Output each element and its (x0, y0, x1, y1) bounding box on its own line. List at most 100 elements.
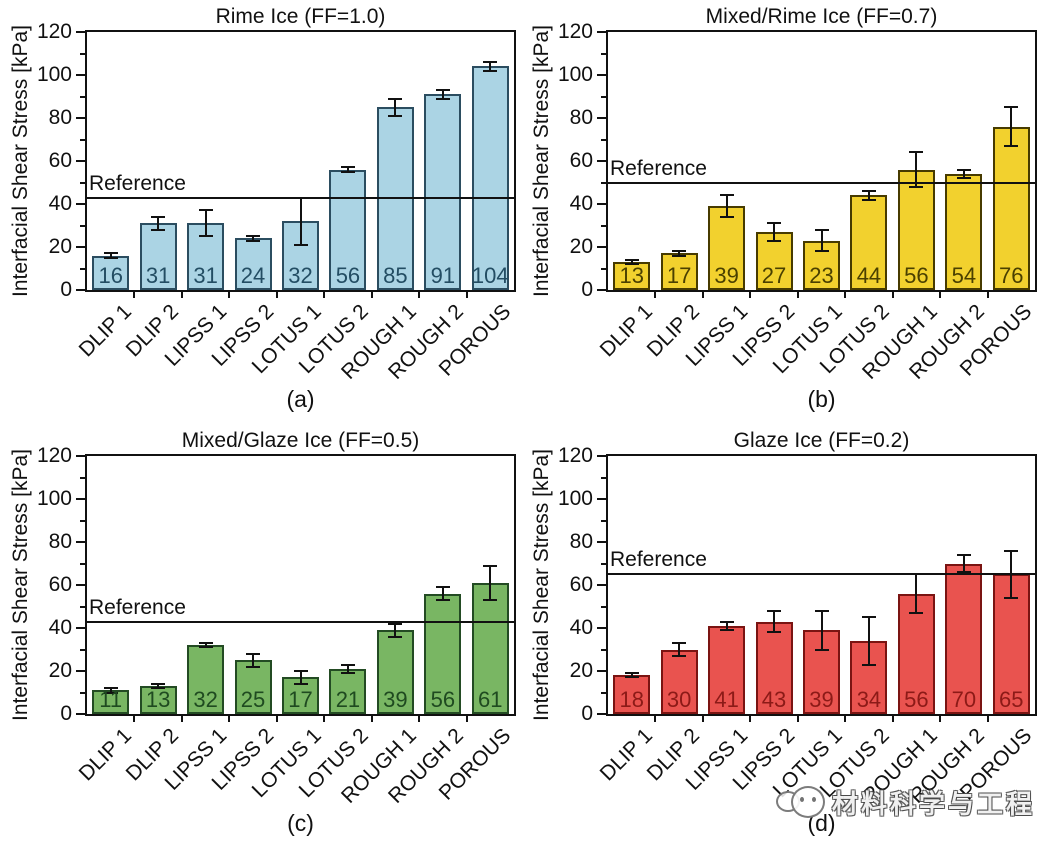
error-bar-cap (1004, 106, 1019, 109)
error-bar (630, 673, 633, 678)
y-major-tick (76, 584, 85, 586)
y-minor-tick (80, 691, 85, 694)
y-tick-label: 20 (569, 659, 593, 682)
y-minor-tick (601, 691, 606, 694)
bar (945, 173, 983, 290)
error-bar-cap (340, 166, 355, 169)
y-tick-label: 0 (581, 278, 593, 301)
error-bar (630, 259, 633, 265)
x-tick (701, 292, 704, 298)
bar-value-label: 34 (856, 687, 882, 712)
error-bar-cap (293, 196, 308, 199)
y-major-tick (76, 31, 85, 33)
bar-value-label: 91 (430, 263, 456, 288)
x-category-label: DLIP 1 (74, 300, 136, 362)
error-bar (204, 643, 207, 648)
error-bar (489, 62, 492, 71)
y-tick-label: 100 (36, 63, 72, 86)
error-bar-cap (151, 228, 166, 231)
x-tick (749, 716, 752, 722)
y-major-tick (597, 160, 606, 162)
reference-label: Reference (610, 156, 707, 180)
y-minor-tick (80, 519, 85, 522)
y-tick-label: 80 (48, 106, 72, 129)
x-tick (275, 716, 278, 722)
y-tick-label: 120 (36, 444, 72, 467)
x-tick (370, 292, 373, 298)
error-bar-cap (861, 663, 876, 666)
bar-value-label: 70 (951, 687, 977, 712)
error-bar-cap (340, 672, 355, 675)
error-bar-cap (814, 648, 829, 651)
panel-letter: (b) (807, 386, 836, 412)
x-tick (465, 292, 468, 298)
error-bar-cap (956, 571, 971, 574)
bar (329, 169, 367, 290)
error-bar-cap (388, 114, 403, 117)
error-bar-cap (198, 642, 213, 645)
y-major-tick (76, 117, 85, 119)
error-bar-cap (151, 687, 166, 690)
chart-title: Rime Ice (FF=1.0) (215, 5, 386, 28)
bar (424, 593, 462, 714)
x-tick (275, 292, 278, 298)
error-bar-cap (767, 609, 782, 612)
y-minor-tick (80, 138, 85, 141)
error-bar-cap (388, 97, 403, 100)
bar (234, 238, 272, 290)
plot-area (606, 30, 1037, 292)
error-bar-cap (246, 239, 261, 242)
error-bar (204, 210, 207, 237)
chart-title: Mixed/Glaze Ice (FF=0.5) (181, 429, 420, 452)
error-bar-cap (435, 586, 450, 589)
error-bar (299, 671, 302, 684)
y-major-tick (597, 627, 606, 629)
x-tick (654, 292, 657, 298)
error-bar-cap (767, 222, 782, 225)
bar (376, 107, 414, 290)
chart-panel-d: Glaze Ice (FF=0.2) Interfacial Shear Str… (521, 424, 1042, 848)
bar-value-label: 41 (714, 687, 739, 712)
y-tick-label: 80 (48, 530, 72, 553)
chart-title: Glaze Ice (FF=0.2) (733, 429, 910, 452)
y-major-tick (597, 117, 606, 119)
bar-value-label: 32 (288, 263, 313, 288)
error-bar (678, 643, 681, 656)
bar-value-label: 24 (240, 263, 266, 288)
error-bar (915, 152, 918, 187)
error-bar (867, 191, 870, 200)
error-bar (773, 223, 776, 241)
y-major-tick (76, 713, 85, 715)
bar (708, 625, 746, 714)
error-bar-cap (293, 670, 308, 672)
error-bar-cap (767, 631, 782, 634)
bar-value-label: 25 (240, 687, 266, 712)
y-minor-tick (80, 476, 85, 479)
error-bar-cap (672, 250, 687, 253)
error-bar-cap (103, 687, 118, 690)
bar-value-label: 61 (478, 687, 503, 712)
error-bar-cap (909, 573, 924, 576)
bar (897, 169, 935, 290)
bar-value-label: 85 (383, 263, 408, 288)
error-bar-cap (483, 61, 498, 64)
y-major-tick (76, 541, 85, 543)
y-major-tick (76, 455, 85, 457)
watermark-logo (776, 782, 832, 822)
error-bar-cap (103, 252, 118, 255)
y-tick-label: 40 (569, 192, 593, 215)
y-major-tick (76, 289, 85, 291)
bar (660, 253, 698, 290)
y-minor-tick (601, 267, 606, 270)
bar (992, 126, 1030, 290)
y-tick-label: 60 (569, 149, 593, 172)
x-category-label: DLIP 1 (595, 300, 657, 362)
error-bar-cap (198, 209, 213, 212)
watermark-text: 材料科学与工程 (832, 788, 1036, 819)
error-bar-cap (103, 256, 118, 259)
bar-value-label: 16 (98, 263, 123, 288)
error-bar-cap (198, 646, 213, 649)
y-major-tick (76, 627, 85, 629)
chart-panel-c: Mixed/Glaze Ice (FF=0.5) Interfacial She… (0, 424, 521, 848)
bar-value-label: 54 (951, 263, 977, 288)
